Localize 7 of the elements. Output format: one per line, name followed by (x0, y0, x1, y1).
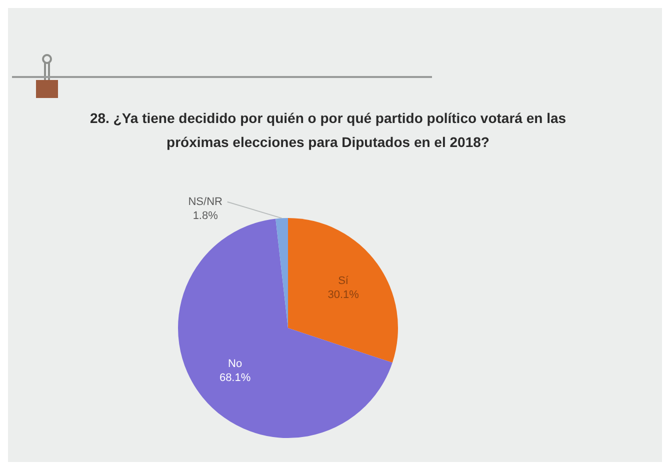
slice-label: NS/NR (188, 196, 223, 208)
data-label: 30.1% (328, 289, 360, 302)
chart-title: 28. ¿Ya tiene decidido por quién o por qué partido político votará en las próximas elecciones para Diputados en el 2018? (88, 109, 568, 152)
slice-label: No (228, 358, 242, 370)
data-label: 1.8% (192, 210, 218, 222)
data-label: 68.1% (219, 372, 251, 384)
slice-label: Sí (338, 275, 350, 288)
